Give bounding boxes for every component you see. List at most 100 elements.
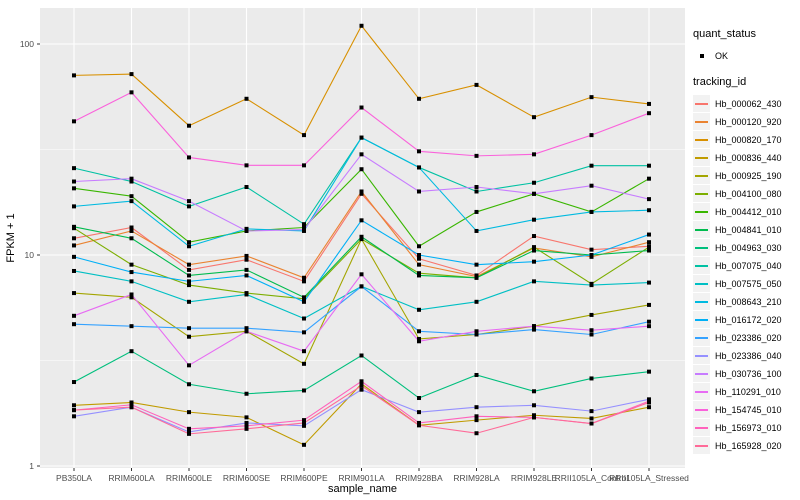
data-point bbox=[474, 418, 479, 423]
data-point bbox=[647, 405, 651, 410]
y-tick-label: 1 bbox=[29, 461, 34, 471]
data-point bbox=[244, 391, 249, 396]
data-point bbox=[244, 96, 249, 101]
data-point bbox=[72, 268, 76, 273]
data-point bbox=[187, 334, 191, 339]
x-tick-label: RRIM600LE bbox=[166, 473, 213, 483]
data-point bbox=[129, 295, 134, 300]
legend-label: Hb_156973_010 bbox=[715, 422, 782, 433]
data-point bbox=[72, 403, 76, 408]
series-color-line-icon bbox=[695, 210, 708, 213]
data-point bbox=[474, 431, 479, 436]
data-point bbox=[359, 135, 364, 140]
data-point bbox=[532, 191, 536, 196]
series-color-line-icon bbox=[695, 300, 708, 303]
data-point bbox=[72, 186, 76, 191]
legend-key-swatch bbox=[693, 329, 710, 346]
data-point bbox=[359, 237, 364, 242]
legend-label: Hb_165928_020 bbox=[715, 440, 782, 451]
data-point bbox=[72, 291, 76, 296]
legend-item-Hb_000062_430: Hb_000062_430 bbox=[693, 95, 799, 112]
data-point bbox=[72, 224, 76, 229]
data-point bbox=[589, 253, 594, 257]
series-color-line-icon bbox=[695, 228, 708, 231]
data-point bbox=[532, 403, 536, 408]
data-point bbox=[474, 275, 479, 280]
legend-item-Hb_156973_010: Hb_156973_010 bbox=[693, 419, 799, 436]
data-point bbox=[302, 279, 306, 284]
x-tick-label: RRII105LA_Control bbox=[555, 473, 629, 483]
data-point bbox=[187, 155, 191, 160]
data-point bbox=[417, 189, 421, 194]
data-point bbox=[647, 197, 651, 202]
data-point bbox=[129, 324, 134, 329]
series-color-line-icon bbox=[695, 138, 708, 141]
legend-label: Hb_004841_010 bbox=[715, 224, 782, 235]
series-color-line-icon bbox=[695, 156, 708, 159]
data-point bbox=[589, 247, 594, 252]
legend-key-swatch bbox=[693, 113, 710, 130]
legend-key-swatch bbox=[693, 401, 710, 418]
data-point bbox=[187, 279, 191, 284]
data-point bbox=[417, 423, 421, 428]
data-point bbox=[302, 423, 306, 428]
legend-label: Hb_000120_920 bbox=[715, 116, 782, 127]
data-point bbox=[187, 382, 191, 387]
data-point bbox=[417, 96, 421, 101]
legend-label: Hb_000836_440 bbox=[715, 152, 782, 163]
series-color-line-icon bbox=[695, 174, 708, 177]
legend-label: Hb_023386_040 bbox=[715, 350, 782, 361]
data-point bbox=[474, 262, 479, 267]
legend-label: Hb_000925_190 bbox=[715, 170, 782, 181]
legend-title-quant-status: quant_status bbox=[693, 28, 756, 40]
data-point bbox=[72, 243, 76, 248]
series-color-line-icon bbox=[695, 192, 708, 195]
x-tick-label: RRIM928BA bbox=[395, 473, 443, 483]
data-point bbox=[589, 312, 594, 317]
legend-item-Hb_165928_020: Hb_165928_020 bbox=[693, 437, 799, 454]
data-point bbox=[589, 95, 594, 100]
chart-legend: quant_status OK tracking_id Hb_000062_43… bbox=[693, 28, 799, 466]
data-point bbox=[589, 133, 594, 138]
legend-key-swatch bbox=[693, 293, 710, 310]
data-point bbox=[647, 240, 651, 245]
data-point bbox=[474, 189, 479, 194]
data-point bbox=[359, 379, 364, 384]
data-point bbox=[532, 115, 536, 120]
legend-key-swatch bbox=[693, 185, 710, 202]
data-point bbox=[129, 90, 134, 95]
data-point bbox=[302, 418, 306, 423]
data-point bbox=[589, 421, 594, 426]
data-point bbox=[474, 153, 479, 158]
y-tick-label: 100 bbox=[20, 39, 34, 49]
data-point bbox=[302, 227, 306, 232]
legend-item-Hb_023386_040: Hb_023386_040 bbox=[693, 347, 799, 364]
legend-item-Hb_004412_010: Hb_004412_010 bbox=[693, 203, 799, 220]
data-point bbox=[359, 105, 364, 110]
data-point bbox=[302, 330, 306, 335]
data-point bbox=[647, 369, 651, 374]
data-point bbox=[244, 426, 249, 431]
data-point bbox=[359, 272, 364, 277]
data-point bbox=[359, 191, 364, 196]
y-axis-title: FPKM + 1 bbox=[5, 213, 17, 262]
data-point bbox=[647, 319, 651, 324]
legend-label: Hb_016172_020 bbox=[715, 314, 782, 325]
legend-key-swatch bbox=[693, 419, 710, 436]
data-point bbox=[129, 72, 134, 77]
legend-label-ok: OK bbox=[715, 50, 729, 61]
data-point bbox=[417, 165, 421, 170]
data-point bbox=[647, 111, 651, 116]
series-color-line-icon bbox=[695, 120, 708, 123]
data-point bbox=[417, 256, 421, 261]
series-color-line-icon bbox=[695, 390, 708, 393]
legend-item-Hb_007075_040: Hb_007075_040 bbox=[693, 257, 799, 274]
legend-tracking-id-items: Hb_000062_430 Hb_000120_920 Hb_000820_170 H… bbox=[693, 95, 799, 454]
data-point bbox=[187, 273, 191, 278]
legend-label: Hb_110291_010 bbox=[715, 386, 781, 397]
data-point bbox=[244, 257, 249, 262]
data-point bbox=[474, 329, 479, 334]
x-tick-label: RRIM928LA bbox=[453, 473, 500, 483]
data-point bbox=[129, 292, 134, 297]
